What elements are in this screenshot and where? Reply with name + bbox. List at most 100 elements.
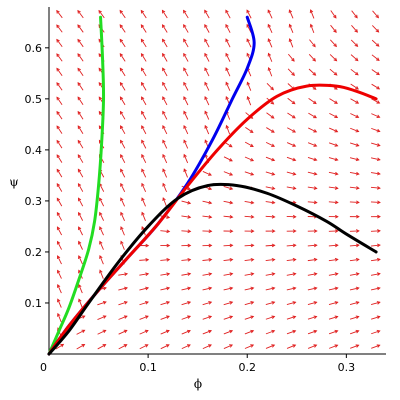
field-arrow	[160, 258, 171, 262]
direction-field	[55, 9, 381, 350]
field-arrow	[141, 197, 146, 207]
field-arrow	[119, 96, 126, 106]
field-arrow	[202, 257, 213, 262]
field-arrow	[204, 38, 210, 48]
field-arrow	[307, 301, 318, 306]
field-arrow	[204, 23, 210, 33]
field-arrow	[140, 38, 147, 48]
field-arrow	[244, 214, 255, 219]
field-arrow	[329, 54, 338, 62]
field-arrow	[329, 127, 339, 133]
field-arrow	[183, 52, 189, 62]
field-arrow	[118, 301, 128, 306]
field-arrow	[202, 301, 213, 306]
field-arrow	[286, 286, 297, 291]
field-arrow	[288, 23, 294, 34]
field-arrow	[202, 200, 213, 205]
field-arrow	[265, 286, 276, 291]
field-arrow	[265, 257, 276, 262]
field-arrow	[120, 139, 126, 149]
field-arrow	[308, 98, 317, 105]
field-arrow	[162, 110, 168, 120]
field-arrow	[328, 229, 339, 233]
field-arrow	[119, 9, 126, 19]
field-arrow	[99, 240, 104, 250]
field-arrow	[120, 153, 126, 164]
field-arrow	[183, 168, 188, 178]
field-arrow	[328, 243, 339, 248]
field-arrow	[78, 240, 83, 250]
field-arrow	[351, 10, 358, 19]
field-arrow	[77, 197, 84, 207]
field-arrow	[141, 168, 147, 178]
field-arrow	[286, 301, 297, 306]
field-arrow	[349, 157, 360, 162]
field-arrow	[160, 243, 171, 248]
field-arrow	[160, 315, 170, 320]
field-arrow	[183, 139, 189, 149]
field-arrow	[351, 25, 359, 33]
field-arrow	[287, 97, 296, 105]
field-arrow	[328, 186, 339, 190]
field-arrow	[120, 226, 125, 236]
field-arrow	[77, 67, 84, 77]
field-arrow	[56, 154, 63, 163]
field-arrow	[141, 182, 147, 193]
field-arrow	[225, 52, 231, 62]
field-arrow	[223, 171, 234, 176]
axes	[48, 7, 386, 355]
field-arrow	[160, 344, 170, 350]
field-arrow	[328, 286, 339, 291]
field-arrow	[286, 229, 297, 233]
field-arrow	[97, 300, 107, 306]
field-arrow	[349, 315, 360, 320]
field-arrow	[120, 197, 126, 207]
y-tick-label: 0.2	[25, 246, 43, 259]
field-arrow	[350, 68, 359, 76]
field-arrow	[183, 153, 189, 164]
field-arrow	[99, 211, 105, 221]
field-arrow	[350, 113, 360, 118]
field-arrow	[181, 215, 192, 219]
field-arrow	[371, 69, 380, 76]
field-arrow	[244, 243, 255, 248]
field-arrow	[223, 315, 234, 320]
field-arrow	[76, 344, 86, 350]
field-arrow	[245, 126, 254, 133]
x-tick-label: 0.1	[139, 361, 157, 374]
field-arrow	[183, 67, 189, 77]
field-arrow	[349, 301, 360, 305]
field-arrow	[309, 39, 316, 48]
field-arrow	[244, 272, 255, 276]
field-arrow	[370, 186, 381, 190]
field-arrow	[56, 125, 63, 134]
field-arrow	[120, 211, 125, 221]
field-arrow	[78, 211, 84, 221]
field-arrow	[350, 83, 359, 90]
field-arrow	[370, 229, 381, 233]
field-arrow	[244, 171, 255, 176]
trajectory-line-3	[47, 83, 378, 356]
field-arrow	[329, 112, 339, 119]
field-arrow	[77, 96, 84, 105]
field-arrow	[181, 301, 192, 306]
field-arrow	[265, 200, 276, 205]
field-arrow	[181, 344, 191, 350]
field-arrow	[204, 9, 210, 19]
field-arrow	[307, 315, 318, 320]
field-arrow	[370, 157, 381, 162]
field-arrow	[120, 182, 126, 192]
field-arrow	[181, 329, 191, 335]
field-arrow	[267, 23, 273, 33]
field-arrow	[265, 141, 276, 147]
field-arrow	[244, 315, 255, 320]
field-arrow	[141, 81, 147, 91]
field-arrow	[56, 183, 63, 192]
field-arrow	[56, 9, 63, 19]
field-arrow	[370, 200, 381, 205]
field-arrow	[350, 344, 360, 349]
field-arrow	[56, 67, 63, 76]
field-arrow	[349, 171, 360, 176]
x-axis-label: ϕ	[194, 377, 202, 391]
field-arrow	[141, 211, 146, 221]
